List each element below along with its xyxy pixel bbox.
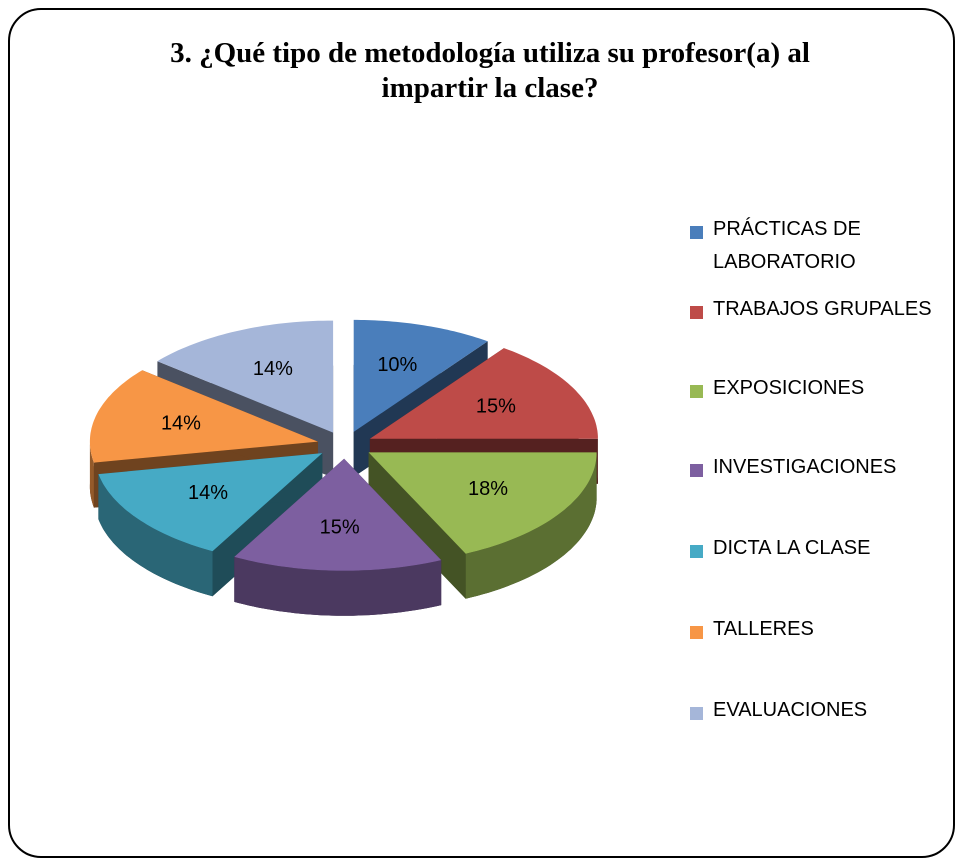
legend-item: DICTA LA CLASE — [690, 537, 940, 565]
legend-item: EXPOSICIONES — [690, 377, 940, 405]
data-label: 14% — [161, 413, 201, 435]
legend-label: DICTA LA CLASE — [713, 537, 871, 559]
legend-swatch — [690, 707, 703, 720]
legend-item: TRABAJOS GRUPALES — [690, 298, 940, 326]
legend-swatch — [690, 464, 703, 477]
slice-top — [369, 348, 598, 439]
slice-top — [89, 370, 318, 463]
slice — [234, 458, 442, 616]
data-label: 10% — [377, 354, 417, 376]
legend-swatch — [690, 226, 703, 239]
legend-label: EXPOSICIONES — [713, 377, 865, 399]
data-label: 15% — [320, 516, 360, 538]
legend-item: EVALUACIONES — [690, 699, 940, 727]
legend-label: TALLERES — [713, 618, 814, 640]
legend-item: TALLERES — [690, 618, 940, 646]
slice-top — [368, 452, 597, 554]
data-label: 14% — [253, 358, 293, 380]
legend-swatch — [690, 626, 703, 639]
slice-wall — [465, 452, 597, 599]
slice — [368, 452, 597, 599]
legend-label: TRABAJOS GRUPALES — [713, 298, 932, 320]
legend-swatch — [690, 385, 703, 398]
slice-wall — [98, 474, 213, 597]
legend-item: INVESTIGACIONES — [690, 456, 940, 484]
slice-top — [353, 319, 488, 432]
legend-item: PRÁCTICAS DE LABORATORIO — [690, 218, 940, 279]
slice-wall — [234, 556, 442, 616]
legend-swatch — [690, 545, 703, 558]
legend-label: PRÁCTICAS DE LABORATORIO — [713, 218, 861, 273]
data-label: 14% — [188, 482, 228, 504]
slice-top — [234, 458, 442, 571]
slice-top — [157, 320, 334, 433]
legend-label: EVALUACIONES — [713, 699, 868, 721]
data-label: 18% — [468, 478, 508, 500]
slice-top — [98, 453, 323, 552]
legend-swatch — [690, 306, 703, 319]
chart-title: 3. ¿Qué tipo de metodología utiliza su p… — [170, 37, 810, 104]
slice-wall — [89, 441, 94, 508]
data-label: 15% — [476, 396, 516, 418]
slice-side — [368, 452, 466, 599]
legend-label: INVESTIGACIONES — [713, 456, 897, 478]
